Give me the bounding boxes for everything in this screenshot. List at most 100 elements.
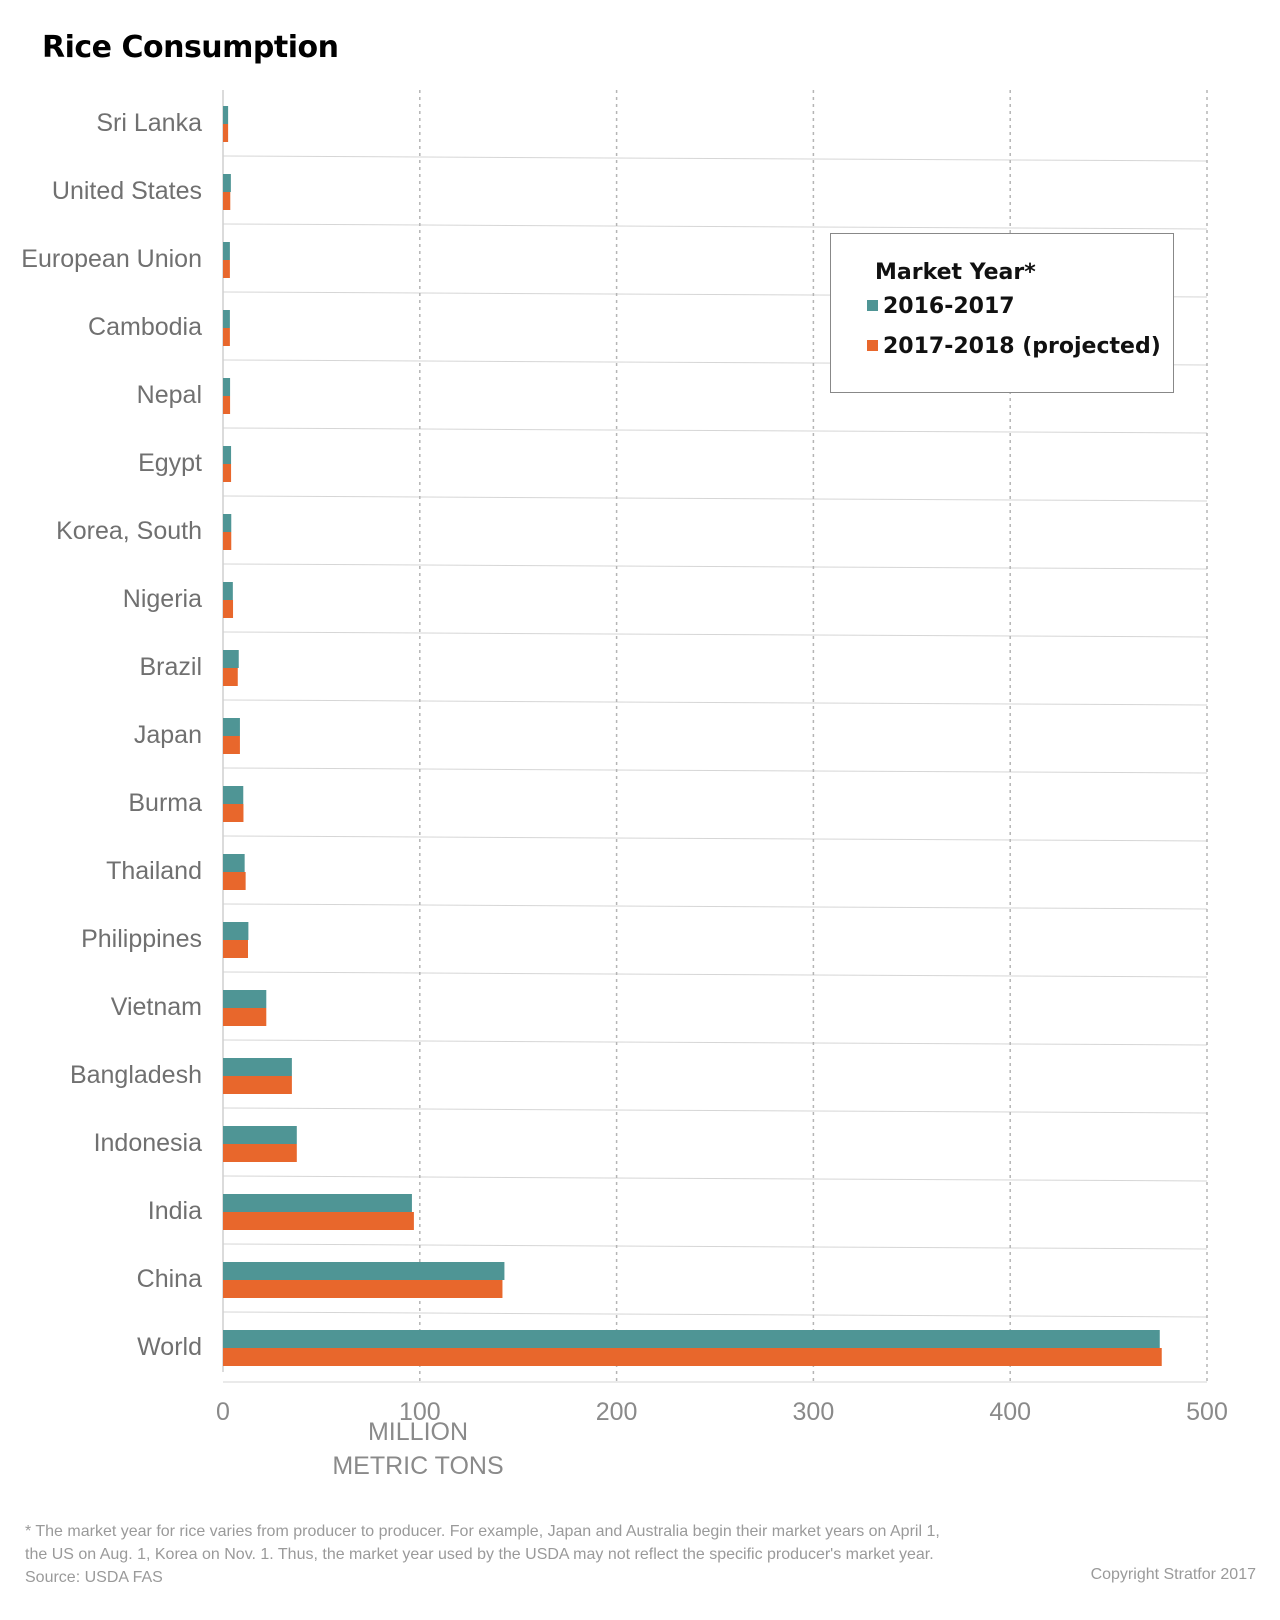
category-label: China <box>137 1265 202 1293</box>
bar-brazil-series-2 <box>223 668 238 686</box>
row-separators <box>222 155 1208 1383</box>
category-labels: Sri Lanka United States European Union Camb… <box>21 109 202 1361</box>
category-label: Vietnam <box>111 993 202 1021</box>
row-separator <box>222 631 1208 638</box>
bar-indonesia-series-2 <box>223 1144 297 1162</box>
row-separator <box>222 155 1208 162</box>
bars <box>223 106 1162 1366</box>
category-label: Burma <box>128 789 202 817</box>
bar-world-series-2 <box>223 1348 1162 1366</box>
bar-thailand-series-1 <box>223 854 245 872</box>
row-separator <box>222 835 1208 842</box>
x-axis-title-line-2: METRIC TONS <box>332 1452 503 1480</box>
category-label: Nigeria <box>123 585 202 613</box>
footnote-line: the US on Aug. 1, Korea on Nov. 1. Thus,… <box>25 1546 934 1563</box>
bar-egypt-series-2 <box>223 464 232 482</box>
legend-label: 2016-2017 <box>883 294 1015 319</box>
bar-cambodia-series-1 <box>223 310 230 328</box>
legend-item-2017-2018: 2017-2018 (projected) <box>867 334 1161 359</box>
row-separator <box>222 1311 1208 1318</box>
bar-thailand-series-2 <box>223 872 246 890</box>
legend-title: Market Year* <box>875 260 1036 285</box>
bar-india-series-1 <box>223 1194 412 1212</box>
bar-european-union-series-1 <box>223 242 230 260</box>
x-tick-label-100: 100 <box>399 1398 441 1426</box>
bar-vietnam-series-1 <box>223 990 267 1008</box>
category-label: Philippines <box>81 925 202 953</box>
footnote-line: * The market year for rice varies from p… <box>25 1523 940 1540</box>
row-separator <box>222 767 1208 774</box>
bar-japan-series-2 <box>223 736 240 754</box>
category-label: Cambodia <box>88 313 202 341</box>
footnote: * The market year for rice varies from p… <box>25 1520 1025 1589</box>
gridlines <box>419 90 1208 1382</box>
legend-item-2016-2017: 2016-2017 <box>867 294 1015 319</box>
bar-indonesia-series-1 <box>223 1126 297 1144</box>
row-separator <box>222 495 1208 502</box>
bar-sri-lanka-series-2 <box>223 124 229 142</box>
category-label: Nepal <box>137 381 202 409</box>
bar-united-states-series-2 <box>223 192 231 210</box>
bar-korea-south-series-2 <box>223 532 232 550</box>
bar-world-series-1 <box>223 1330 1160 1348</box>
bar-bangladesh-series-2 <box>223 1076 292 1094</box>
legend-swatch-teal <box>867 300 878 311</box>
bar-philippines-series-2 <box>223 940 248 958</box>
category-label: Indonesia <box>94 1129 203 1157</box>
bar-brazil-series-1 <box>223 650 239 668</box>
x-axis-title-line-1: MILLION <box>368 1418 468 1446</box>
category-label: Sri Lanka <box>96 109 202 137</box>
category-label: Egypt <box>138 449 202 477</box>
bar-nigeria-series-1 <box>223 582 233 600</box>
bar-philippines-series-1 <box>223 922 249 940</box>
bar-china-series-2 <box>223 1280 503 1298</box>
bar-nepal-series-1 <box>223 378 231 396</box>
bar-egypt-series-1 <box>223 446 232 464</box>
category-label: Thailand <box>106 857 202 885</box>
x-tick-label-500: 500 <box>1186 1398 1228 1426</box>
bar-burma-series-2 <box>223 804 244 822</box>
category-label: Japan <box>134 721 202 749</box>
bar-european-union-series-2 <box>223 260 230 278</box>
bar-nigeria-series-2 <box>223 600 234 618</box>
category-label: World <box>137 1333 202 1361</box>
legend-swatch-orange <box>867 340 878 351</box>
category-label: United States <box>52 177 202 205</box>
legend: Market Year* 2016-2017 2017-2018 (projec… <box>830 233 1174 393</box>
category-label: India <box>148 1197 202 1225</box>
bar-cambodia-series-2 <box>223 328 230 346</box>
row-separator <box>222 699 1208 706</box>
x-tick-label-200: 200 <box>596 1398 638 1426</box>
bar-korea-south-series-1 <box>223 514 232 532</box>
copyright: Copyright Stratfor 2017 <box>1090 1566 1256 1583</box>
bar-burma-series-1 <box>223 786 244 804</box>
row-separator <box>222 1243 1208 1250</box>
row-separator <box>222 223 1208 230</box>
x-tick-label-300: 300 <box>793 1398 835 1426</box>
bar-china-series-1 <box>223 1262 505 1280</box>
chart-title: Rice Consumption <box>42 30 339 65</box>
bar-sri-lanka-series-1 <box>223 106 229 124</box>
source-note: Source: USDA FAS <box>25 1569 163 1586</box>
x-tick-label-400: 400 <box>989 1398 1031 1426</box>
row-separator <box>222 1107 1208 1114</box>
x-tick-label-0: 0 <box>216 1398 230 1426</box>
category-label: Brazil <box>139 653 202 681</box>
bar-united-states-series-1 <box>223 174 231 192</box>
bar-bangladesh-series-1 <box>223 1058 292 1076</box>
category-label: Bangladesh <box>70 1061 202 1089</box>
row-separator <box>222 563 1208 570</box>
row-separator <box>222 427 1208 434</box>
legend-label: 2017-2018 (projected) <box>883 334 1161 359</box>
row-separator <box>222 1175 1208 1182</box>
bar-nepal-series-2 <box>223 396 231 414</box>
bar-japan-series-1 <box>223 718 240 736</box>
row-separator <box>222 903 1208 910</box>
category-label: European Union <box>21 245 202 273</box>
row-separator <box>222 971 1208 978</box>
category-label: Korea, South <box>56 517 202 545</box>
bar-india-series-2 <box>223 1212 414 1230</box>
row-separator <box>222 1039 1208 1046</box>
tick-labels: 0 100 200 300 400 500 <box>216 1398 1228 1426</box>
